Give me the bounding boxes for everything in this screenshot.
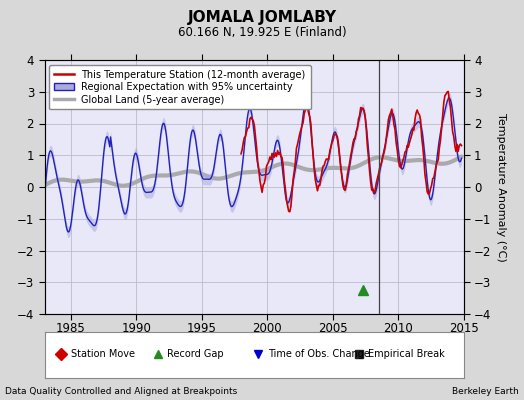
- Text: Berkeley Earth: Berkeley Earth: [452, 387, 519, 396]
- Y-axis label: Temperature Anomaly (°C): Temperature Anomaly (°C): [496, 113, 506, 261]
- Text: Record Gap: Record Gap: [167, 349, 224, 359]
- Text: Station Move: Station Move: [71, 349, 135, 359]
- Text: Empirical Break: Empirical Break: [368, 349, 445, 359]
- Text: 2005: 2005: [318, 322, 347, 335]
- Text: 1985: 1985: [56, 322, 85, 335]
- Text: Data Quality Controlled and Aligned at Breakpoints: Data Quality Controlled and Aligned at B…: [5, 387, 237, 396]
- Text: 1990: 1990: [121, 322, 151, 335]
- Text: Time of Obs. Change: Time of Obs. Change: [268, 349, 369, 359]
- Text: 2015: 2015: [449, 322, 478, 335]
- Legend: This Temperature Station (12-month average), Regional Expectation with 95% uncer: This Temperature Station (12-month avera…: [49, 65, 311, 110]
- Text: 2000: 2000: [253, 322, 282, 335]
- Text: 60.166 N, 19.925 E (Finland): 60.166 N, 19.925 E (Finland): [178, 26, 346, 39]
- Text: JOMALA JOMLABY: JOMALA JOMLABY: [188, 10, 336, 25]
- Text: 2010: 2010: [384, 322, 413, 335]
- Text: 1995: 1995: [187, 322, 217, 335]
